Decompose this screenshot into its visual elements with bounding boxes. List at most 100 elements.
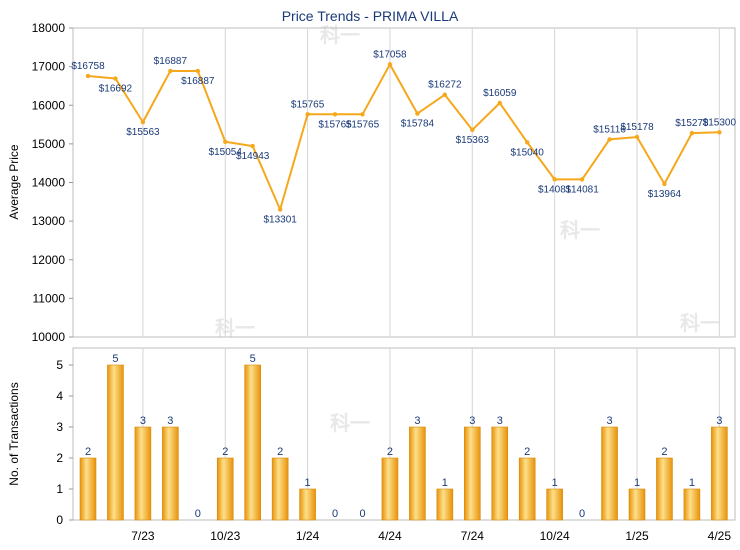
price-point	[168, 68, 173, 74]
price-point	[113, 76, 118, 81]
transactions-data-label: 2	[85, 446, 91, 458]
transactions-bar	[134, 426, 152, 521]
transactions-data-label: 5	[112, 353, 118, 365]
price-data-label: $16692	[99, 84, 133, 95]
transactions-data-label: 1	[552, 477, 558, 489]
price-point	[717, 130, 722, 135]
x-tick-label: 10/24	[540, 529, 570, 543]
price-data-label: $17058	[373, 49, 407, 60]
transactions-bar	[628, 488, 646, 521]
transactions-bar	[216, 457, 234, 521]
price-y-tick-label: 17000	[32, 60, 66, 74]
price-y-axis: 10000 11000 12000 13000 14000 15000 16000 17000…	[32, 21, 73, 344]
transactions-data-label: 3	[469, 415, 475, 427]
transactions-bar	[162, 426, 179, 521]
price-data-label: $16758	[71, 61, 105, 72]
price-data-label: $16272	[428, 80, 462, 91]
transactions-y-tick-label: 4	[56, 389, 63, 403]
transactions-data-label: 0	[579, 508, 585, 520]
transactions-data-label: 0	[359, 508, 365, 520]
price-data-label: $15116	[593, 124, 626, 135]
price-data-label: $15054	[209, 147, 243, 158]
price-data-label: $15363	[456, 135, 490, 146]
price-line	[87, 63, 720, 211]
price-data-label: $14943	[236, 151, 270, 162]
transactions-data-label: 3	[716, 415, 722, 427]
price-point	[140, 119, 146, 125]
watermark-glyph: 科一	[680, 311, 720, 335]
transactions-data-label: 1	[442, 477, 448, 489]
transactions-y-tick-label: 2	[56, 451, 63, 465]
price-point	[634, 134, 640, 140]
price-data-label: $15765	[291, 99, 325, 110]
price-point	[85, 73, 91, 79]
price-point	[525, 140, 530, 145]
price-y-tick-label: 13000	[32, 214, 66, 228]
watermark-glyph: 科一	[560, 218, 600, 242]
transactions-data-label: 0	[332, 508, 338, 520]
price-y-tick-label: 18000	[32, 21, 66, 35]
price-y-axis-title: Average Price	[7, 144, 21, 219]
price-data-label: $15765	[318, 119, 352, 130]
transactions-data-label: 3	[497, 415, 503, 427]
transactions-data-label: 1	[305, 477, 311, 489]
price-data-label: $15765	[346, 119, 380, 130]
watermark-glyph: 科一	[320, 23, 360, 47]
x-tick-label: 7/24	[461, 529, 485, 543]
price-data-label: $15784	[401, 119, 435, 130]
transactions-y-tick-label: 3	[56, 420, 63, 434]
price-y-tick-label: 16000	[32, 98, 66, 112]
transactions-y-tick-label: 1	[56, 482, 63, 496]
transactions-data-label: 2	[277, 446, 283, 458]
price-point	[305, 112, 310, 117]
watermark-glyph: 科一	[330, 411, 370, 435]
price-y-tick-label: 15000	[32, 137, 66, 151]
x-tick-label: 10/23	[210, 529, 240, 543]
price-series: $16758 $16692 $15563 $16887 $16887 $15054$149…	[71, 49, 736, 225]
transactions-bar	[409, 426, 426, 521]
transactions-bar	[271, 457, 289, 521]
x-tick-label: 4/24	[378, 529, 402, 543]
chart-title: Price Trends - PRIMA VILLA	[282, 8, 459, 24]
transactions-data-label: 5	[250, 353, 256, 365]
price-data-label: $13964	[648, 189, 682, 200]
x-tick-label: 1/25	[625, 529, 649, 543]
price-data-label: $14081	[538, 184, 572, 195]
price-point	[360, 112, 365, 117]
transactions-bar	[79, 457, 97, 521]
watermark-glyph: 科一	[215, 316, 255, 340]
price-point	[662, 181, 667, 187]
price-point	[277, 207, 283, 212]
price-data-label: $15563	[126, 127, 160, 138]
transactions-y-axis: 0 1 2 3 4 5	[56, 358, 73, 527]
price-point	[607, 137, 612, 142]
transactions-plot-area	[72, 347, 736, 521]
price-y-tick-label: 10000	[32, 330, 66, 344]
transactions-bar	[463, 426, 481, 521]
price-plot-area	[72, 27, 736, 338]
transactions-data-label: 3	[606, 415, 612, 427]
price-point	[387, 62, 393, 67]
price-point	[497, 100, 502, 106]
price-data-label: $13301	[263, 214, 297, 225]
price-data-label: $16887	[154, 56, 188, 67]
price-point	[195, 68, 200, 74]
transactions-bar	[107, 364, 124, 521]
transactions-data-label: 2	[222, 446, 228, 458]
price-data-label: $16887	[181, 76, 215, 87]
price-data-label: $15178	[620, 122, 654, 133]
transactions-bar	[711, 426, 728, 521]
transactions-data-label: 2	[524, 446, 530, 458]
price-point	[250, 143, 255, 149]
transactions-bar	[683, 488, 701, 521]
price-point	[442, 92, 448, 97]
transactions-data-label: 3	[140, 415, 146, 427]
x-tick-label: 4/25	[708, 529, 732, 543]
transactions-bar	[656, 457, 673, 521]
price-point	[332, 112, 338, 117]
transactions-data-label: 1	[634, 477, 640, 489]
price-point	[552, 177, 557, 182]
transactions-y-tick-label: 5	[56, 358, 63, 372]
